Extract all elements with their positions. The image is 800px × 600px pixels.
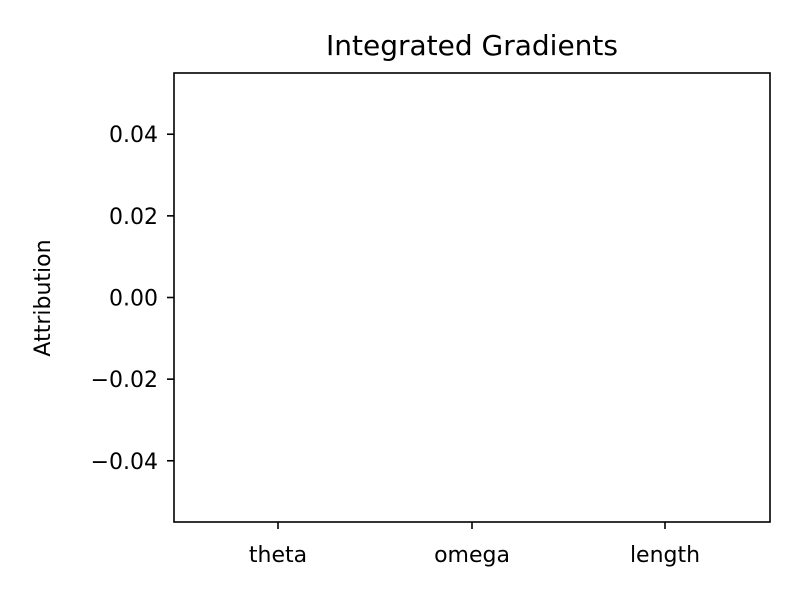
- x-tick-label-length: length: [630, 543, 700, 568]
- x-tick-label-theta: theta: [249, 543, 307, 568]
- x-axis: theta omega length: [249, 522, 700, 568]
- y-axis: 0.04 0.02 0.00 −0.02 −0.04: [91, 123, 174, 475]
- y-axis-label: Attribution: [31, 239, 56, 356]
- y-tick-label: 0.02: [109, 205, 158, 230]
- y-tick-label: 0.04: [109, 123, 158, 148]
- chart-title: Integrated Gradients: [326, 29, 618, 62]
- y-tick-label: 0.00: [109, 287, 158, 312]
- y-tick-label: −0.02: [91, 368, 158, 393]
- x-tick-label-omega: omega: [434, 543, 510, 568]
- y-tick-label: −0.04: [91, 450, 158, 475]
